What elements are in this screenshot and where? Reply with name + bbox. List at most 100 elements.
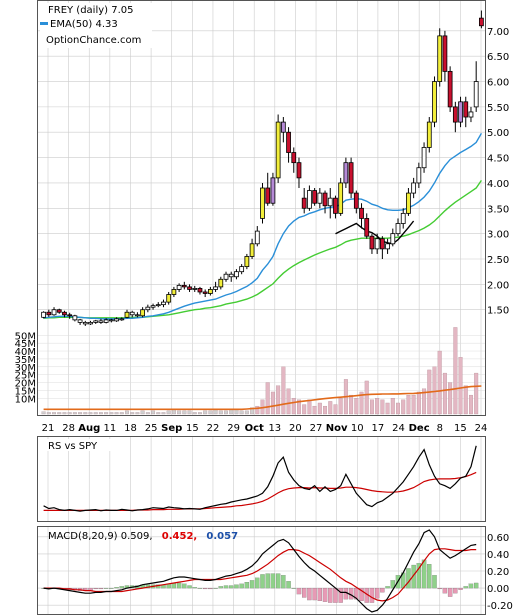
macd-histogram-bar bbox=[187, 585, 192, 589]
macd-histogram-bar bbox=[234, 584, 239, 589]
volume-bar bbox=[364, 380, 369, 415]
volume-bar bbox=[401, 399, 406, 415]
macd-histogram-bar bbox=[354, 587, 359, 600]
x-tick-label: 21 bbox=[42, 423, 55, 434]
candle-body bbox=[265, 187, 271, 204]
x-tick-label: 20 bbox=[289, 423, 302, 434]
candle-body bbox=[260, 187, 265, 219]
macd-histogram-bar bbox=[453, 587, 458, 594]
price-tick-label: 5.50 bbox=[487, 103, 509, 114]
volume-bar bbox=[182, 410, 187, 415]
candle-body bbox=[197, 288, 203, 293]
price-tick-label: 7.00 bbox=[487, 27, 509, 38]
volume-bar bbox=[323, 405, 328, 415]
x-tick-label: 17 bbox=[372, 423, 385, 434]
candle-body bbox=[307, 190, 312, 209]
volume-tick-label: 25M bbox=[15, 371, 36, 382]
volume-bar bbox=[281, 366, 286, 415]
volume-bar bbox=[474, 372, 479, 415]
volume-bar bbox=[406, 394, 411, 415]
candle-body bbox=[249, 243, 255, 257]
volume-bar bbox=[104, 412, 109, 415]
x-tick-label: Aug bbox=[78, 423, 100, 434]
macd-histogram-bar bbox=[114, 587, 119, 589]
volume-tick-label: 50M bbox=[15, 331, 36, 342]
volume-bar bbox=[349, 394, 354, 415]
candle-body bbox=[322, 192, 328, 207]
candle-body bbox=[364, 218, 370, 237]
price-tick-label: 2.50 bbox=[487, 255, 509, 266]
volume-bar bbox=[98, 412, 103, 415]
volume-bar bbox=[62, 412, 67, 415]
candle-body bbox=[270, 177, 276, 204]
candle-body bbox=[114, 318, 119, 322]
x-tick-label: 22 bbox=[207, 423, 220, 434]
candle-body bbox=[218, 278, 224, 288]
macd-histogram-bar bbox=[218, 586, 223, 589]
volume-bar bbox=[442, 372, 447, 415]
macd-histogram-bar bbox=[213, 587, 218, 589]
candle-body bbox=[244, 256, 250, 268]
volume-bar bbox=[375, 398, 380, 415]
volume-bar bbox=[145, 412, 150, 415]
candle-body bbox=[88, 321, 93, 325]
candle-body bbox=[374, 238, 380, 250]
candle-body bbox=[280, 121, 286, 133]
macd-histogram-bar bbox=[197, 587, 203, 589]
volume-bar bbox=[244, 410, 249, 415]
macd-histogram-bar bbox=[390, 580, 395, 589]
candle-body bbox=[416, 167, 422, 184]
macd-histogram-bar bbox=[249, 580, 255, 589]
x-tick-label: Nov bbox=[326, 423, 348, 434]
candle-body bbox=[239, 266, 245, 273]
macd-panel-frame bbox=[37, 526, 486, 615]
volume-bar bbox=[208, 410, 213, 415]
macd-histogram-bar bbox=[103, 587, 109, 589]
volume-bar bbox=[224, 410, 228, 415]
volume-bar bbox=[114, 412, 119, 415]
candle-body bbox=[291, 152, 297, 164]
volume-bar bbox=[192, 412, 197, 415]
candle-body bbox=[317, 192, 323, 204]
volume-bar bbox=[380, 399, 385, 415]
macd-histogram-bar bbox=[374, 587, 380, 599]
volume-tick-label: 30M bbox=[15, 363, 36, 374]
candle-body bbox=[62, 311, 67, 316]
macd-histogram-bar bbox=[239, 583, 244, 589]
volume-bar bbox=[411, 394, 416, 415]
candle-body bbox=[228, 273, 234, 278]
volume-tick-label: 10M bbox=[15, 394, 36, 405]
candle-body bbox=[333, 197, 338, 214]
candle-body bbox=[93, 320, 99, 323]
legend-background bbox=[40, 3, 152, 48]
volume-bar bbox=[276, 385, 281, 415]
volume-bar bbox=[333, 404, 338, 415]
macd-histogram-bar bbox=[406, 568, 411, 589]
volume-bar bbox=[151, 410, 156, 415]
candle-body bbox=[140, 309, 146, 317]
volume-bar bbox=[67, 412, 72, 415]
candle-body bbox=[124, 311, 130, 318]
x-tick-label: 25 bbox=[145, 423, 158, 434]
candle-body bbox=[187, 286, 192, 290]
macd-histogram-bar bbox=[359, 587, 364, 601]
candle-body bbox=[223, 273, 229, 280]
x-tick-label: 15 bbox=[454, 423, 467, 434]
candle-body bbox=[390, 233, 396, 245]
volume-bar bbox=[52, 412, 57, 415]
candle-body bbox=[437, 35, 443, 82]
macd-histogram-bar bbox=[291, 587, 296, 589]
macd-histogram-bar bbox=[182, 583, 187, 589]
candle-body bbox=[458, 101, 463, 123]
candle-body bbox=[348, 162, 354, 194]
macd-histogram-bar bbox=[380, 587, 385, 593]
macd-histogram-bar bbox=[223, 585, 229, 589]
candle-body bbox=[479, 17, 484, 27]
candle-body bbox=[343, 162, 349, 184]
candle-body bbox=[338, 182, 344, 214]
candle-body bbox=[108, 319, 114, 322]
macd-histogram-bar bbox=[333, 587, 338, 603]
volume-bar bbox=[218, 410, 223, 415]
macd-histogram-bar bbox=[442, 587, 448, 594]
macd-histogram-bar bbox=[202, 587, 208, 590]
